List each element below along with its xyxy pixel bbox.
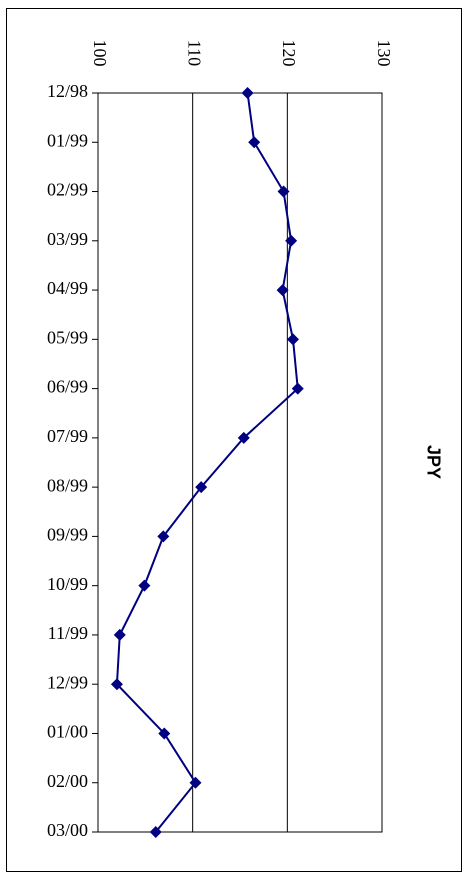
category-tick-label: 07/99 bbox=[47, 426, 88, 446]
data-point-marker bbox=[291, 382, 304, 395]
data-point-marker bbox=[276, 284, 289, 297]
category-tick-label: 04/99 bbox=[47, 278, 88, 298]
category-tick-label: 08/99 bbox=[47, 475, 88, 495]
category-tick-label: 12/99 bbox=[47, 672, 88, 692]
value-tick-label: 100 bbox=[90, 40, 110, 67]
data-point-marker bbox=[113, 628, 126, 641]
data-point-marker bbox=[157, 530, 170, 543]
category-tick-label: 01/00 bbox=[47, 722, 88, 742]
value-tick-label: 110 bbox=[185, 40, 205, 66]
data-point-marker bbox=[189, 776, 202, 789]
category-tick-label: 02/00 bbox=[47, 771, 88, 791]
data-point-marker bbox=[237, 431, 250, 444]
category-tick-label: 01/99 bbox=[47, 130, 88, 150]
category-tick-label: 12/98 bbox=[47, 81, 88, 101]
category-tick-label: 03/00 bbox=[47, 820, 88, 840]
data-point-marker bbox=[138, 579, 151, 592]
data-point-marker bbox=[110, 678, 123, 691]
data-point-marker bbox=[149, 826, 162, 838]
category-tick-label: 05/99 bbox=[47, 327, 88, 347]
data-point-marker bbox=[277, 185, 290, 198]
value-tick-label: 130 bbox=[374, 40, 394, 67]
chart-title: JPY bbox=[423, 445, 443, 479]
data-point-marker bbox=[241, 87, 254, 99]
category-tick-label: 09/99 bbox=[47, 525, 88, 545]
data-point-marker bbox=[195, 481, 208, 494]
data-point-marker bbox=[285, 234, 298, 247]
category-tick-label: 11/99 bbox=[48, 623, 88, 643]
data-point-marker bbox=[287, 333, 300, 346]
category-tick-label: 10/99 bbox=[47, 574, 88, 594]
chart-frame bbox=[6, 8, 462, 872]
category-tick-label: 02/99 bbox=[47, 180, 88, 200]
series-line bbox=[115, 92, 299, 833]
category-tick-label: 03/99 bbox=[47, 229, 88, 249]
value-tick-label: 120 bbox=[279, 40, 299, 67]
data-point-marker bbox=[248, 136, 261, 149]
data-point-marker bbox=[158, 727, 171, 740]
plot-area bbox=[97, 92, 383, 833]
category-tick-label: 06/99 bbox=[47, 377, 88, 397]
